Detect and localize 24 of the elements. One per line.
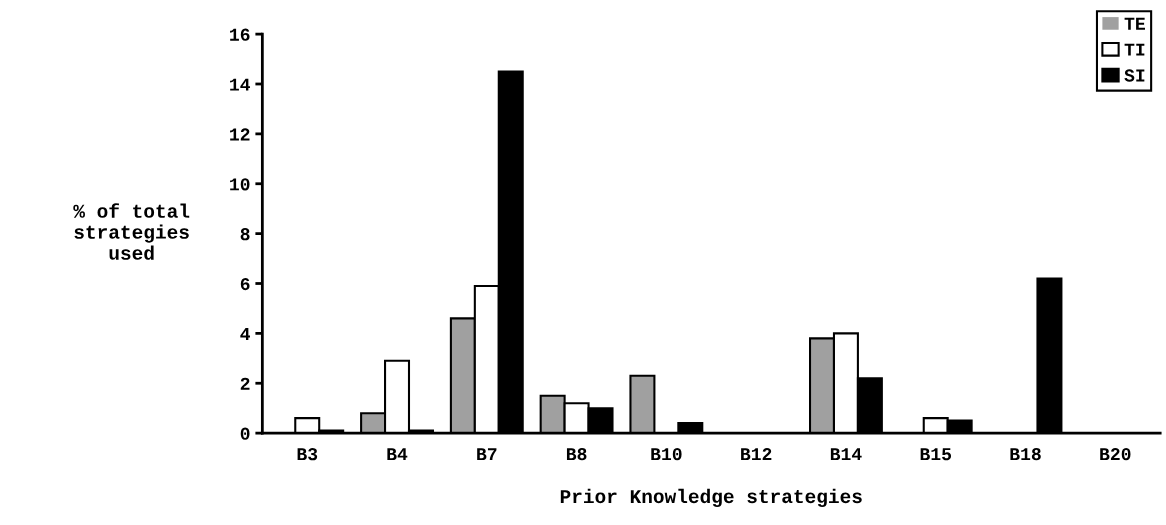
y-tick-label: 10 <box>230 178 250 191</box>
x-tick-label: B3 <box>297 448 318 461</box>
legend-label: SI <box>1124 69 1145 82</box>
x-tick-label: B14 <box>830 448 862 461</box>
y-tick-label: 14 <box>230 78 250 91</box>
x-tick-label: B7 <box>477 448 497 461</box>
y-tick-label: 6 <box>240 277 250 291</box>
x-tick-label: B8 <box>566 448 587 461</box>
x-tick-label: B10 <box>651 448 682 461</box>
x-axis-title: Prior Knowledge strategies <box>560 488 862 508</box>
y-tick-label: 12 <box>230 128 250 141</box>
x-tick-label: B18 <box>1010 448 1041 461</box>
y-tick-label: 0 <box>240 427 250 440</box>
y-tick-label: 8 <box>240 228 250 241</box>
x-tick-label: B12 <box>741 448 772 461</box>
x-tick-label: B4 <box>387 448 408 461</box>
x-tick-label: B15 <box>920 448 952 461</box>
y-tick-label: 16 <box>230 28 250 41</box>
y-tick-label: 2 <box>240 377 250 390</box>
x-tick-label: B20 <box>1100 448 1131 461</box>
y-tick-label: 4 <box>240 328 251 340</box>
legend-label: TI <box>1124 43 1145 56</box>
y-axis-title: % of total strategies used <box>73 203 190 260</box>
legend-label: TE <box>1124 17 1145 30</box>
